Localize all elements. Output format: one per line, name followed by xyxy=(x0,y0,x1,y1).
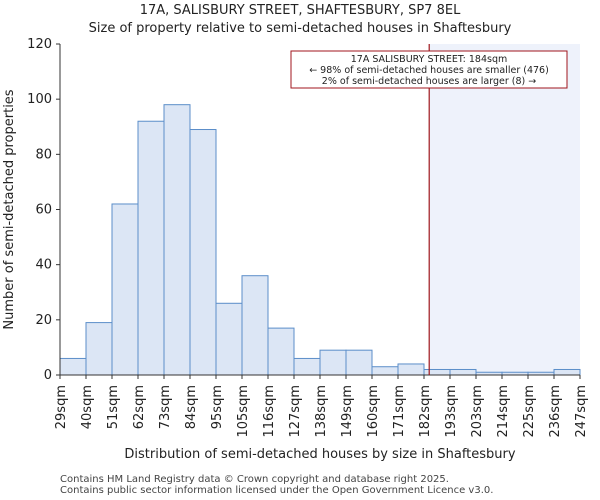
annotation-box xyxy=(290,50,568,89)
histogram-bar xyxy=(189,129,217,376)
histogram-bar xyxy=(267,327,295,376)
histogram-bar xyxy=(137,120,165,376)
y-tick-label: 80 xyxy=(35,147,52,162)
histogram-bar xyxy=(319,349,347,376)
histogram-bar xyxy=(345,349,373,376)
x-tick-label: 84sqm xyxy=(184,385,199,429)
x-tick-label: 160sqm xyxy=(366,385,381,438)
chart-title: Size of property relative to semi-detach… xyxy=(88,21,512,36)
annotation-line: 2% of semi-detached houses are larger (8… xyxy=(322,76,536,87)
x-tick-label: 247sqm xyxy=(574,385,589,438)
x-tick-label: 203sqm xyxy=(470,385,485,438)
histogram-bar xyxy=(163,104,191,376)
histogram-bar xyxy=(553,368,581,376)
x-tick-label: 95sqm xyxy=(210,385,225,429)
annotation-line: ← 98% of semi-detached houses are smalle… xyxy=(309,65,549,76)
footer-copyright: Contains HM Land Registry data © Crown c… xyxy=(60,474,449,485)
histogram-bar xyxy=(85,322,113,376)
x-tick-label: 29sqm xyxy=(54,385,69,429)
annotation-line: 17A SALISBURY STREET: 184sqm xyxy=(351,54,508,65)
y-tick-label: 0 xyxy=(44,368,52,383)
x-tick-label: 51sqm xyxy=(106,385,121,429)
y-tick-label: 40 xyxy=(35,258,52,273)
x-tick-label: 225sqm xyxy=(522,385,537,438)
x-tick-label: 138sqm xyxy=(314,385,329,438)
x-tick-label: 116sqm xyxy=(262,385,277,438)
histogram-bar xyxy=(59,357,87,376)
y-tick-label: 20 xyxy=(35,313,52,328)
x-tick-label: 171sqm xyxy=(392,385,407,438)
footer-licence: Contains public sector information licen… xyxy=(60,485,494,496)
x-tick-label: 214sqm xyxy=(496,385,511,438)
histogram-bar xyxy=(397,363,425,376)
y-tick-label: 120 xyxy=(27,37,52,52)
x-tick-label: 127sqm xyxy=(288,385,303,438)
histogram-bar xyxy=(241,275,269,376)
larger-region-highlight xyxy=(429,44,580,375)
x-tick-label: 40sqm xyxy=(80,385,95,429)
x-tick-label: 149sqm xyxy=(340,385,355,438)
y-axis-label: Number of semi-detached properties xyxy=(2,89,17,329)
histogram-bar xyxy=(423,368,451,376)
histogram-bar xyxy=(293,357,321,376)
y-tick-label: 60 xyxy=(35,203,52,218)
histogram-bar xyxy=(111,203,139,376)
x-tick-label: 193sqm xyxy=(444,385,459,438)
x-tick-label: 105sqm xyxy=(236,385,251,438)
x-tick-label: 62sqm xyxy=(132,385,147,429)
histogram-bar xyxy=(215,302,243,376)
y-tick-label: 100 xyxy=(27,92,52,107)
x-tick-label: 236sqm xyxy=(548,385,563,438)
x-tick-label: 182sqm xyxy=(418,385,433,438)
histogram-bar xyxy=(449,368,477,376)
histogram-bar xyxy=(371,366,399,376)
x-tick-label: 73sqm xyxy=(158,385,173,429)
chart-title-address: 17A, SALISBURY STREET, SHAFTESBURY, SP7 … xyxy=(139,3,461,18)
x-axis-label: Distribution of semi-detached houses by … xyxy=(124,447,515,462)
